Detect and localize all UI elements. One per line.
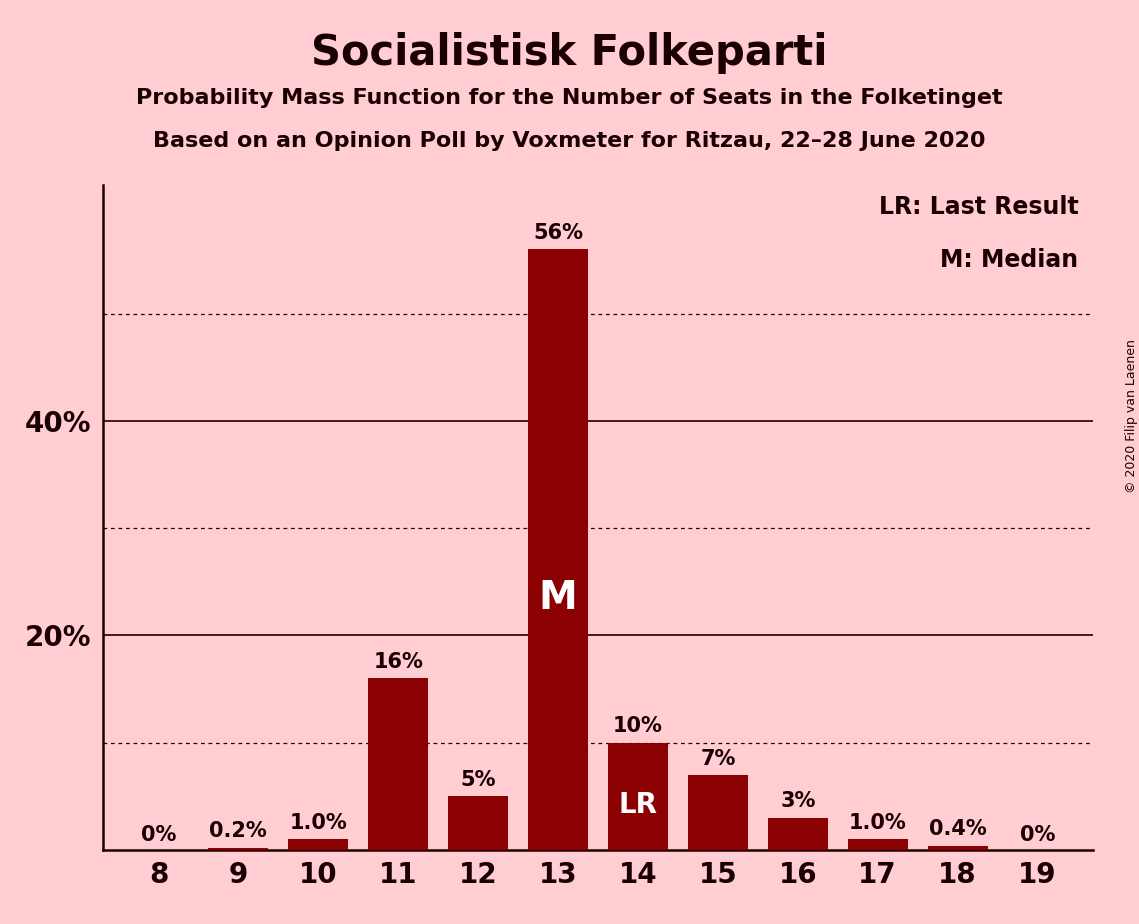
Text: 10%: 10% xyxy=(613,716,663,736)
Text: 7%: 7% xyxy=(700,748,736,769)
Text: 0%: 0% xyxy=(141,825,177,845)
Text: Based on an Opinion Poll by Voxmeter for Ritzau, 22–28 June 2020: Based on an Opinion Poll by Voxmeter for… xyxy=(154,131,985,152)
Text: © 2020 Filip van Laenen: © 2020 Filip van Laenen xyxy=(1124,339,1138,492)
Bar xyxy=(608,743,667,850)
Text: LR: LR xyxy=(618,791,657,819)
Text: LR: Last Result: LR: Last Result xyxy=(879,195,1079,219)
Text: 0%: 0% xyxy=(1019,825,1055,845)
Text: 3%: 3% xyxy=(780,792,816,811)
Bar xyxy=(768,818,828,850)
Text: 1.0%: 1.0% xyxy=(849,813,907,833)
Bar xyxy=(448,796,508,850)
Text: M: Median: M: Median xyxy=(941,248,1079,272)
Text: Socialistisk Folkeparti: Socialistisk Folkeparti xyxy=(311,32,828,74)
Text: Probability Mass Function for the Number of Seats in the Folketinget: Probability Mass Function for the Number… xyxy=(137,88,1002,108)
Text: 0.2%: 0.2% xyxy=(210,821,268,842)
Bar xyxy=(288,839,349,850)
Bar xyxy=(208,848,269,850)
Text: 16%: 16% xyxy=(374,652,423,672)
Bar xyxy=(368,678,428,850)
Bar xyxy=(688,775,748,850)
Bar xyxy=(528,249,588,850)
Text: M: M xyxy=(539,578,577,616)
Text: 0.4%: 0.4% xyxy=(928,820,986,839)
Text: 5%: 5% xyxy=(460,770,495,790)
Text: 56%: 56% xyxy=(533,223,583,243)
Text: 1.0%: 1.0% xyxy=(289,813,347,833)
Bar xyxy=(847,839,908,850)
Bar xyxy=(927,845,988,850)
